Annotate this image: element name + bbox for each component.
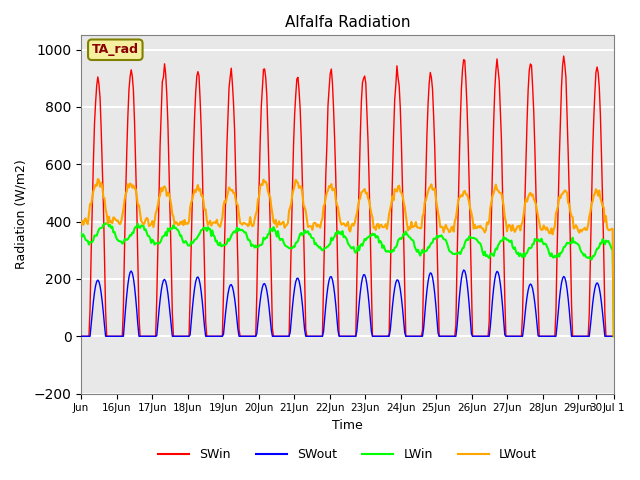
Title: Alfalfa Radiation: Alfalfa Radiation xyxy=(285,15,410,30)
Text: TA_rad: TA_rad xyxy=(92,43,139,56)
Y-axis label: Radiation (W/m2): Radiation (W/m2) xyxy=(15,159,28,269)
X-axis label: Time: Time xyxy=(332,419,363,432)
Legend: SWin, SWout, LWin, LWout: SWin, SWout, LWin, LWout xyxy=(153,443,542,466)
